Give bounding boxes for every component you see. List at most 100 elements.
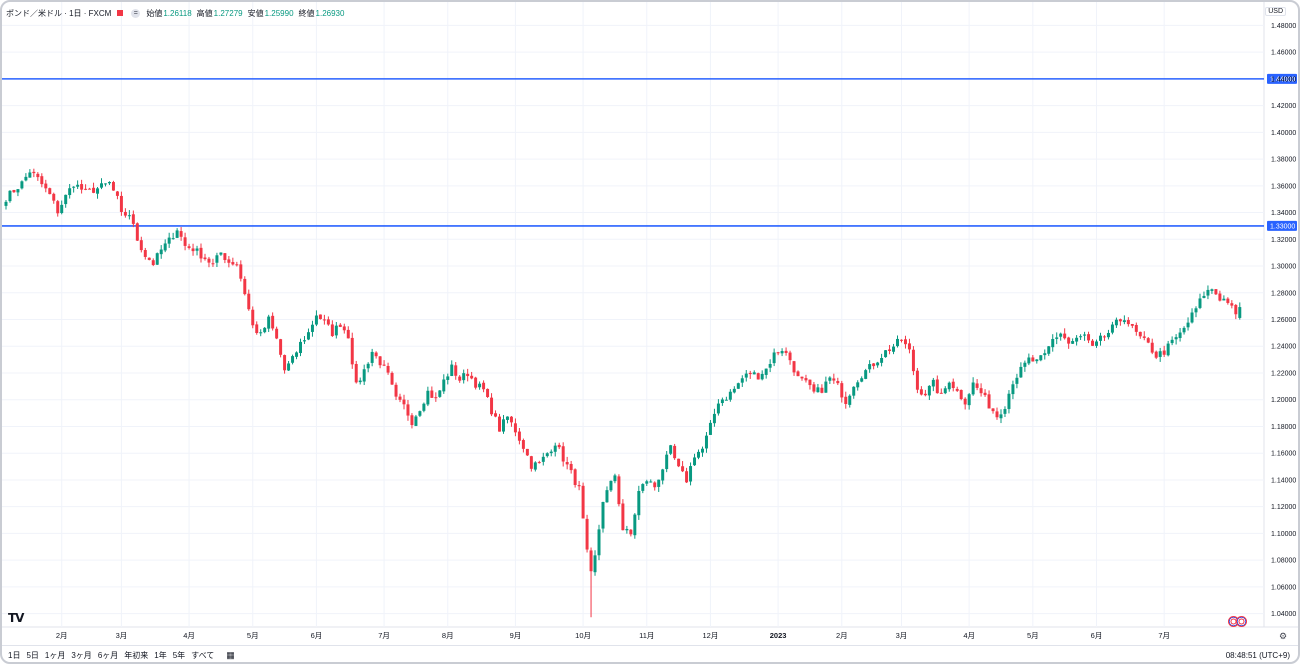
candle-body — [1055, 337, 1059, 339]
calendar-icon[interactable]: ▦ — [226, 649, 235, 660]
candle-up — [310, 320, 314, 337]
candle-body — [537, 462, 541, 464]
candle-up — [848, 394, 852, 408]
candle-up — [299, 338, 302, 357]
candle-body — [1083, 334, 1087, 336]
candle-up — [127, 210, 131, 220]
event-flags[interactable] — [1228, 616, 1247, 627]
candle-up — [657, 479, 661, 492]
candle-body — [1158, 351, 1162, 357]
candle-up — [1210, 288, 1214, 294]
time-tick-label: 6月 — [311, 631, 323, 640]
range-1m-button[interactable]: 1ヶ月 — [44, 650, 66, 660]
horizontal-lines[interactable]: 1.44000 1.33000 — [2, 73, 1297, 231]
candle-down — [402, 394, 406, 410]
price-tick-label: 1.20000 — [1271, 397, 1296, 404]
candle-up — [358, 377, 362, 385]
candle-body — [824, 381, 828, 393]
candle-up — [414, 414, 418, 427]
currency-button[interactable]: USD — [1265, 7, 1286, 16]
candle-down — [84, 184, 88, 191]
candle-up — [4, 200, 8, 210]
range-ytd-button[interactable]: 年初来 — [124, 650, 149, 660]
candle-down — [115, 190, 119, 200]
candle-down — [406, 399, 410, 421]
candle-up — [287, 361, 291, 371]
clock-timezone[interactable]: 08:48:51 (UTC+9) — [1225, 650, 1290, 660]
candle-up — [1106, 329, 1110, 340]
candle-up — [860, 376, 864, 383]
candle-up — [96, 186, 100, 199]
range-1d-button[interactable]: 1日 — [8, 650, 21, 660]
candle-up — [195, 245, 199, 256]
candle-down — [955, 386, 959, 393]
candle-down — [617, 474, 621, 507]
candle-up — [816, 383, 820, 393]
candle-down — [251, 306, 255, 329]
candle-down — [494, 410, 498, 418]
range-5y-button[interactable]: 5年 — [172, 650, 186, 660]
candle-body — [80, 184, 84, 190]
candle-up — [704, 432, 708, 453]
range-3m-button[interactable]: 3ヶ月 — [71, 650, 92, 660]
candle-body — [589, 550, 593, 572]
close-label: 終値 — [298, 8, 315, 18]
range-5d-button[interactable]: 5日 — [26, 650, 39, 660]
candle-body — [1019, 366, 1023, 378]
candle-body — [597, 529, 601, 556]
candle-body — [334, 325, 338, 336]
candle-body — [350, 337, 354, 365]
range-1y-button[interactable]: 1年 — [154, 650, 167, 660]
candle-up — [856, 380, 860, 391]
range-all-button[interactable]: すべて — [191, 650, 215, 660]
candle-up — [605, 486, 609, 503]
candle-down — [653, 481, 657, 491]
candle-down — [1154, 350, 1158, 360]
candle-up — [665, 451, 669, 473]
candle-body — [227, 259, 231, 263]
candle-up — [334, 321, 338, 339]
candle-body — [243, 278, 247, 295]
candle-down — [991, 408, 995, 414]
price-chart[interactable]: 1.44000 1.33000 1.48000 1.46000 1.44000 1.42… — [2, 2, 1298, 645]
candle-body — [712, 413, 716, 424]
price-tick-label: 1.22000 — [1271, 370, 1296, 377]
candle-body — [366, 363, 370, 369]
uk-flag-icon[interactable] — [1236, 616, 1247, 627]
candle-up — [1166, 340, 1170, 357]
candle-body — [255, 324, 259, 334]
candle-down — [1087, 331, 1091, 344]
candle-down — [589, 547, 593, 618]
price-axis[interactable]: 1.48000 1.46000 1.44000 1.42000 1.40000 1.380… — [1271, 23, 1296, 618]
candle-body — [163, 243, 167, 251]
candle-body — [486, 388, 490, 398]
candle-body — [1190, 312, 1194, 323]
candle-down — [521, 438, 525, 453]
candle-body — [430, 390, 434, 398]
symbol-title[interactable]: ポンド／米ドル · 1日 · FXCM — [6, 8, 112, 18]
candle-up — [263, 327, 267, 334]
candle-body — [450, 364, 454, 377]
candle-body — [303, 340, 306, 342]
candle-body — [505, 416, 509, 420]
candle-up — [362, 364, 366, 386]
candle-body — [736, 383, 740, 389]
candle-down — [888, 344, 892, 355]
time-axis-settings-icon[interactable]: ⚙ — [1279, 631, 1288, 641]
candle-body — [764, 368, 768, 375]
time-axis[interactable]: 2月 3月 4月 5月 6月 7月 8月 9月 10月 11月 12月 2023 2月 3月 4月 5月 6月 7… — [56, 631, 1170, 640]
tradingview-logo[interactable]: TV — [8, 611, 25, 625]
candle-body — [32, 171, 36, 174]
candle-down — [231, 257, 235, 266]
candle-down — [255, 321, 259, 335]
collapse-legend-button[interactable]: = — [131, 8, 141, 18]
candle-down — [776, 351, 780, 356]
range-6m-button[interactable]: 6ヶ月 — [97, 650, 119, 660]
candle-body — [804, 378, 808, 381]
candle-up — [693, 453, 697, 466]
candle-up — [892, 343, 896, 355]
candle-body — [1095, 341, 1098, 346]
candle-body — [1234, 304, 1238, 315]
candle-down — [342, 323, 346, 334]
